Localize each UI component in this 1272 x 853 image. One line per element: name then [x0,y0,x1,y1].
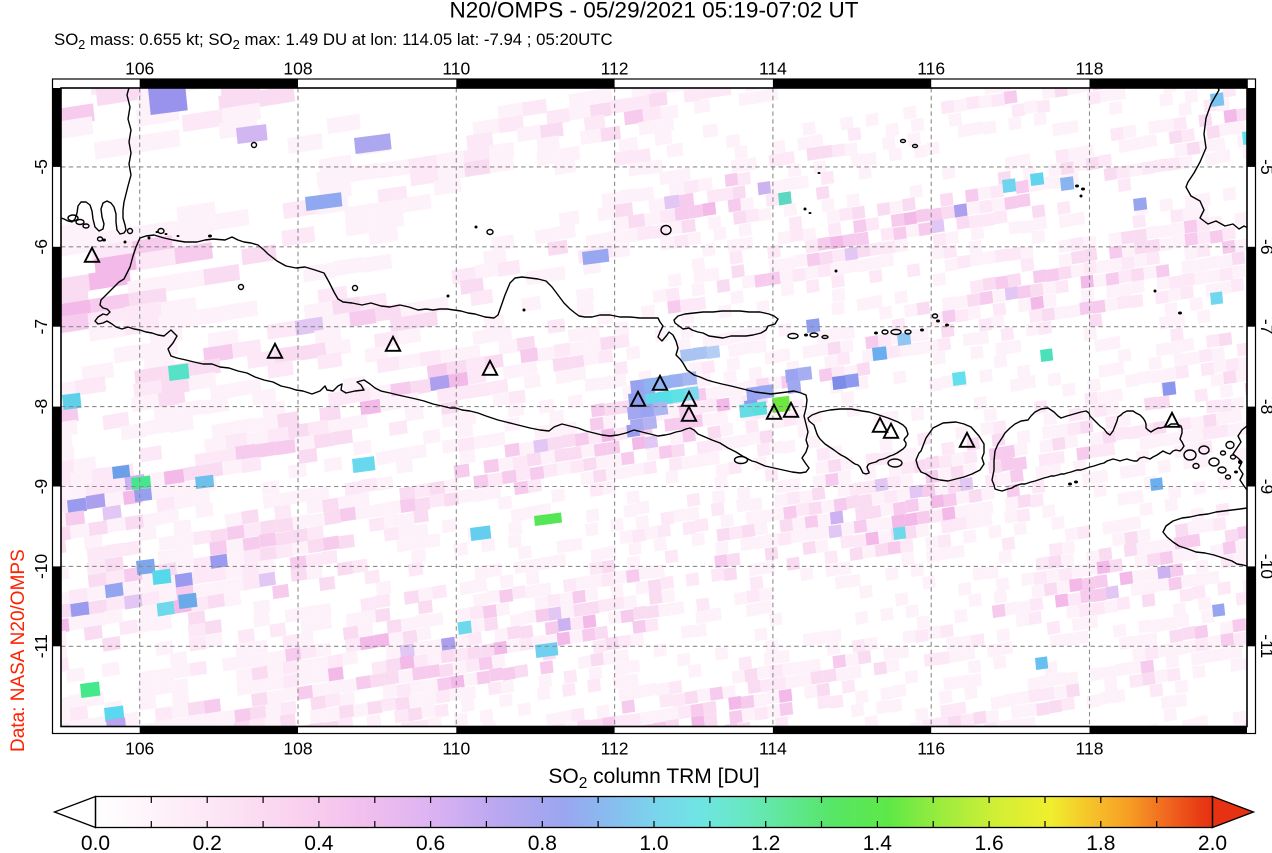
svg-text:1.4: 1.4 [863,832,893,853]
svg-text:114: 114 [759,739,787,759]
svg-text:-11: -11 [1257,634,1272,658]
svg-text:1.2: 1.2 [751,832,780,853]
svg-text:0.0: 0.0 [81,832,110,853]
svg-text:0.8: 0.8 [528,832,557,853]
svg-text:110: 110 [442,739,470,759]
svg-text:-8: -8 [31,399,51,415]
svg-text:SO2 mass: 0.655 kt; SO2 max: 1: SO2 mass: 0.655 kt; SO2 max: 1.49 DU at … [54,30,613,52]
svg-text:118: 118 [1076,739,1104,759]
svg-text:1.8: 1.8 [1086,832,1115,853]
svg-text:0.6: 0.6 [416,832,445,853]
svg-text:118: 118 [1076,59,1104,79]
svg-text:-7: -7 [31,319,51,335]
svg-text:-9: -9 [1257,479,1272,495]
svg-text:-6: -6 [31,239,51,255]
svg-text:110: 110 [442,59,470,79]
svg-text:1.6: 1.6 [974,832,1003,853]
svg-text:Data: NASA N20/OMPS: Data: NASA N20/OMPS [8,549,29,752]
svg-text:-5: -5 [1257,159,1272,175]
svg-text:-9: -9 [31,479,51,495]
svg-text:116: 116 [917,59,945,79]
svg-text:1.0: 1.0 [639,832,668,853]
svg-text:-6: -6 [1257,239,1272,255]
svg-text:112: 112 [601,59,629,79]
svg-text:-10: -10 [31,553,51,579]
svg-text:-7: -7 [1257,319,1272,335]
svg-text:-5: -5 [31,159,51,175]
svg-text:114: 114 [759,59,787,79]
svg-text:108: 108 [283,59,312,79]
svg-text:106: 106 [125,59,154,79]
svg-text:116: 116 [917,739,945,759]
svg-text:-11: -11 [31,634,51,658]
svg-text:0.2: 0.2 [193,832,222,853]
svg-text:112: 112 [601,739,629,759]
svg-text:106: 106 [125,739,154,759]
svg-text:-8: -8 [1257,399,1272,415]
svg-text:0.4: 0.4 [304,832,334,853]
svg-text:-10: -10 [1257,554,1272,580]
svg-text:108: 108 [283,739,312,759]
svg-text:2.0: 2.0 [1198,832,1227,853]
svg-text:N20/OMPS - 05/29/2021 05:19-07: N20/OMPS - 05/29/2021 05:19-07:02 UT [450,0,859,23]
